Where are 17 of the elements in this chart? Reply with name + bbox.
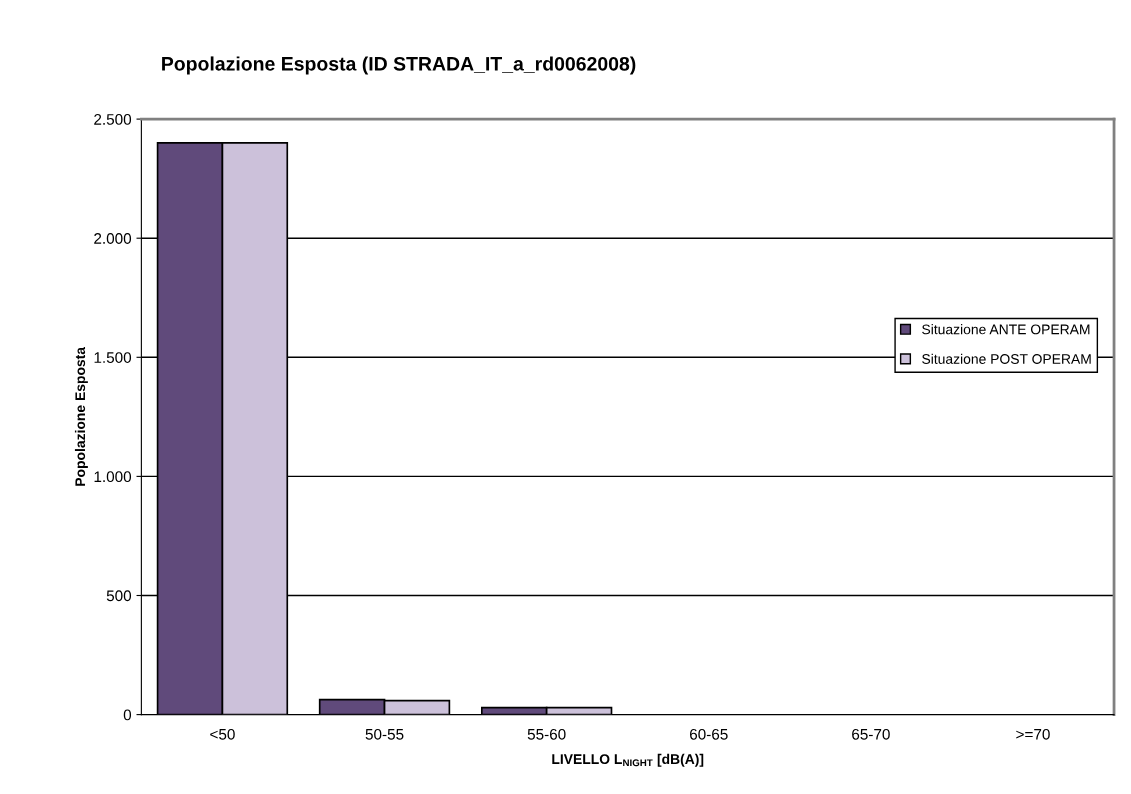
y-tick-label: 2.500 [94,113,132,125]
x-tick-label: 55-60 [527,728,566,740]
y-axis-title: Popolazione Esposta [74,346,88,486]
x-tick-label: 65-70 [852,728,890,740]
chart-title: Popolazione Esposta (ID STRADA_IT_a_rd0062008) [162,56,636,75]
legend-label: Situazione ANTE OPERAM [922,324,1090,335]
x-axis-title: LIVELLO L$_{NIGHT}$ [dB(A)] [552,753,704,767]
x-tick-label: >=70 [1016,728,1050,740]
y-tick-label: 2.000 [94,233,132,244]
x-tick-label: <50 [210,728,235,740]
y-tick-label: 0 [123,709,132,721]
y-tick-label: 1.000 [94,471,132,483]
legend-label: Situazione POST OPERAM [922,353,1091,364]
y-tick-label: 1.500 [94,352,132,363]
x-tick-label: 50-55 [365,728,404,740]
x-tick-label: 60-65 [690,728,728,740]
y-tick-label: 500 [106,590,132,602]
